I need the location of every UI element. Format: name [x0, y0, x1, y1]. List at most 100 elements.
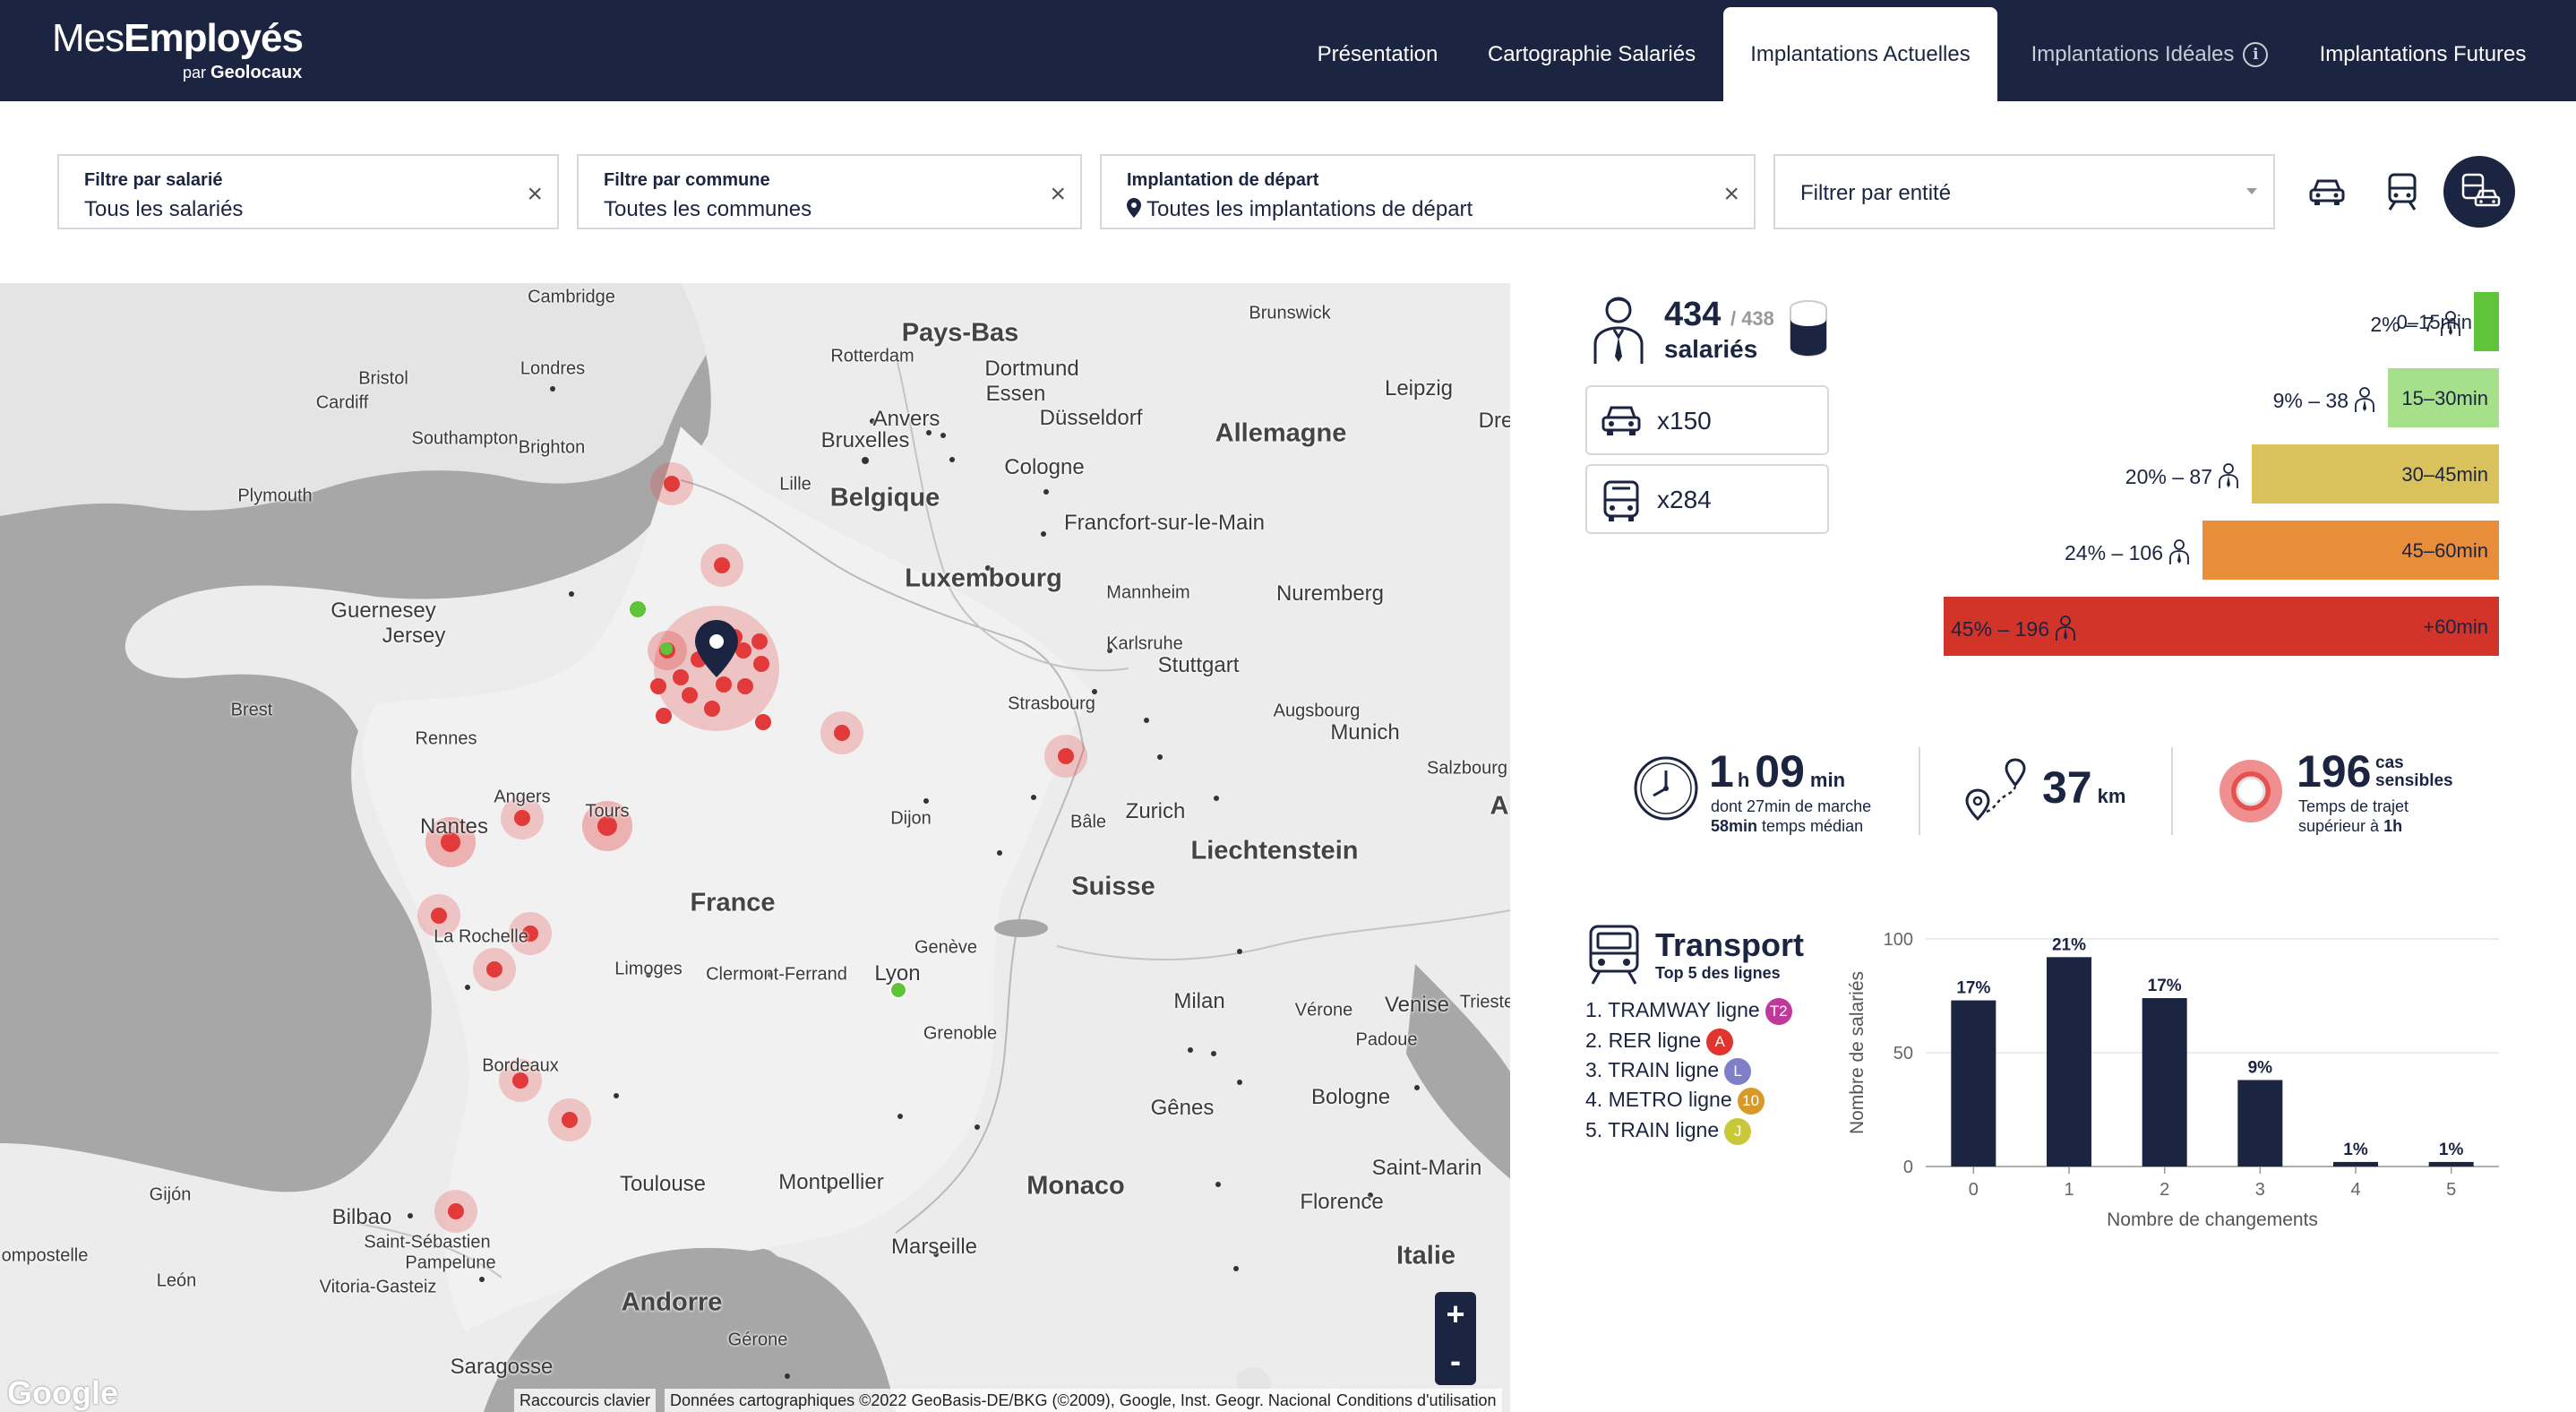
- distance-unit: km: [2097, 785, 2126, 807]
- employee-icon: [1593, 297, 1644, 364]
- x-tick-label: 0: [1969, 1180, 1979, 1200]
- train-icon: [1589, 925, 1639, 985]
- map-label: Vérone: [1294, 1000, 1353, 1020]
- zoom-out-button[interactable]: -: [1450, 1342, 1461, 1379]
- transport-line-item: 3. TRAIN ligne L: [1585, 1058, 1752, 1085]
- travel-time-band-share: 20% – 87: [2125, 462, 2239, 489]
- stats-divider: [1919, 747, 1920, 835]
- map-label: Bruxelles: [820, 428, 910, 452]
- bar-value-label: 17%: [1956, 979, 1990, 998]
- map-label: León: [156, 1270, 197, 1291]
- keyboard-shortcuts-link[interactable]: Raccourcis clavier: [514, 1389, 657, 1412]
- travel-time-band: 0–15min 2% – 7: [0, 292, 2576, 351]
- sensitive-desc-a: supérieur à: [2298, 817, 2384, 835]
- chart-bar: [2142, 998, 2187, 1167]
- travel-time-band-range: 30–45min: [2401, 463, 2488, 486]
- x-tick-label: 2: [2160, 1180, 2169, 1200]
- map-label: Genève: [914, 937, 978, 958]
- average-distance: 37 km: [2042, 762, 2125, 814]
- logo-text-a: Mes: [52, 16, 125, 60]
- person-icon: [2056, 616, 2075, 641]
- commune-filter-clear-icon[interactable]: ×: [1050, 179, 1066, 209]
- travel-time-band-share: 2% – 7: [2370, 310, 2461, 337]
- map-label: Limoges: [614, 959, 683, 979]
- y-tick-label: 0: [1903, 1158, 1913, 1177]
- transfers-bar-chart: 0 50 100 17% 0 21% 1 17% 2 9% 3 1% 4 1% 5 Nombre de cha…: [1847, 930, 2499, 1230]
- start-location-filter[interactable]: Implantation de départ Toutes les implan…: [1100, 154, 1756, 229]
- google-logo: Google: [7, 1374, 118, 1411]
- map-label: Leipzig: [1384, 376, 1454, 400]
- green-marker-2: [889, 981, 907, 999]
- transport-line-item: 4. METRO ligne 10: [1585, 1088, 1765, 1115]
- map-label: Toulouse: [619, 1172, 707, 1196]
- app-logo[interactable]: MesEmployés par Geolocaux: [52, 16, 304, 82]
- car-mode-button[interactable]: [2293, 158, 2361, 226]
- map-label: Andorre: [621, 1287, 723, 1317]
- entity-filter-select[interactable]: Filtrer par entité: [1773, 154, 2275, 229]
- travel-time-band: 45–60min 24% – 106: [0, 521, 2576, 580]
- tab-presentation[interactable]: Présentation: [1317, 41, 1438, 66]
- map-label: Essen: [985, 382, 1046, 406]
- map-label: Zurich: [1125, 799, 1186, 823]
- employee-count-label: salariés: [1664, 335, 1758, 363]
- map-label: Stuttgart: [1157, 653, 1240, 677]
- car-and-train-icon: [2461, 173, 2501, 207]
- tab-implantations-ideales-label: Implantations Idéales: [2031, 41, 2235, 66]
- travel-time-band-range: +60min: [2423, 616, 2488, 638]
- map-view[interactable]: Pays-Bas Belgique Luxembourg Allemagne F…: [0, 283, 1510, 1412]
- tab-implantations-actuelles[interactable]: Implantations Actuelles: [1723, 7, 1997, 101]
- map-label: Gijón: [149, 1184, 192, 1205]
- car-icon: [2309, 179, 2345, 205]
- map-label: Lille: [779, 474, 811, 495]
- info-icon[interactable]: i: [2243, 41, 2269, 67]
- distance-value: 37: [2042, 762, 2092, 813]
- map-label: Dortmund: [984, 357, 1079, 381]
- map-label: Marseille: [890, 1235, 978, 1259]
- terms-of-use-link[interactable]: Conditions d'utilisation: [1331, 1389, 1502, 1412]
- commune-filter[interactable]: Filtre par commune Toutes les communes ×: [577, 154, 1082, 229]
- map-label: Plymouth: [237, 486, 313, 506]
- start-location-filter-clear-icon[interactable]: ×: [1723, 179, 1739, 209]
- map-label: Monaco: [1026, 1171, 1125, 1201]
- transit-mode-button[interactable]: [2368, 158, 2436, 226]
- map-label: Londres: [519, 358, 586, 379]
- map-label: La Rochelle: [434, 926, 528, 947]
- map-label: Pampelune: [405, 1253, 496, 1273]
- map-label: Francfort-sur-le-Main: [1063, 511, 1266, 535]
- start-location-filter-label: Implantation de départ: [1127, 170, 1319, 190]
- line-badge: T2: [1765, 998, 1792, 1025]
- travel-time-band-share: 45% – 196: [1951, 615, 2076, 641]
- line-badge: J: [1724, 1118, 1752, 1145]
- bar-value-label: 9%: [2248, 1058, 2273, 1077]
- x-tick-label: 5: [2446, 1180, 2456, 1200]
- location-pin-icon: [1127, 198, 1141, 218]
- sensitive-cases-desc-1: Temps de trajet: [2298, 797, 2409, 815]
- stats-divider: [2171, 747, 2173, 835]
- map-canvas: [0, 283, 1510, 1412]
- map-label: Brest: [230, 700, 273, 720]
- land-uk: [0, 283, 752, 516]
- tab-implantations-futures[interactable]: Implantations Futures: [2319, 41, 2527, 66]
- tab-cartographie-salaries[interactable]: Cartographie Salariés: [1487, 41, 1696, 66]
- walking-time: dont 27min de marche: [1711, 797, 1872, 815]
- median-time-label: temps médian: [1757, 817, 1864, 835]
- map-label: Strasbourg: [1008, 693, 1095, 714]
- transport-line-text: 3. TRAIN ligne: [1585, 1058, 1720, 1082]
- y-axis-title: Nombre de salariés: [1847, 971, 1868, 1134]
- zoom-in-button[interactable]: +: [1446, 1296, 1465, 1332]
- employee-filter-clear-icon[interactable]: ×: [527, 179, 543, 209]
- employee-count-value: 434: [1664, 296, 1722, 333]
- map-label: Bordeaux: [482, 1055, 559, 1076]
- tab-implantations-ideales[interactable]: Implantations Idéales i: [2015, 7, 2284, 101]
- combined-mode-button[interactable]: [2443, 156, 2515, 228]
- bar-value-label: 21%: [2052, 935, 2086, 954]
- map-label: Cambridge: [528, 287, 615, 307]
- employee-filter[interactable]: Filtre par salarié Tous les salariés ×: [57, 154, 559, 229]
- sensitive-cases: 196: [2297, 745, 2371, 797]
- map-label: Nuremberg: [1275, 581, 1385, 606]
- person-icon: [2441, 311, 2460, 336]
- map-label: France: [690, 888, 776, 917]
- logo-sub-a: par: [183, 64, 211, 82]
- transport-subtitle: Top 5 des lignes: [1655, 964, 1781, 982]
- border-line-1: [680, 479, 1086, 911]
